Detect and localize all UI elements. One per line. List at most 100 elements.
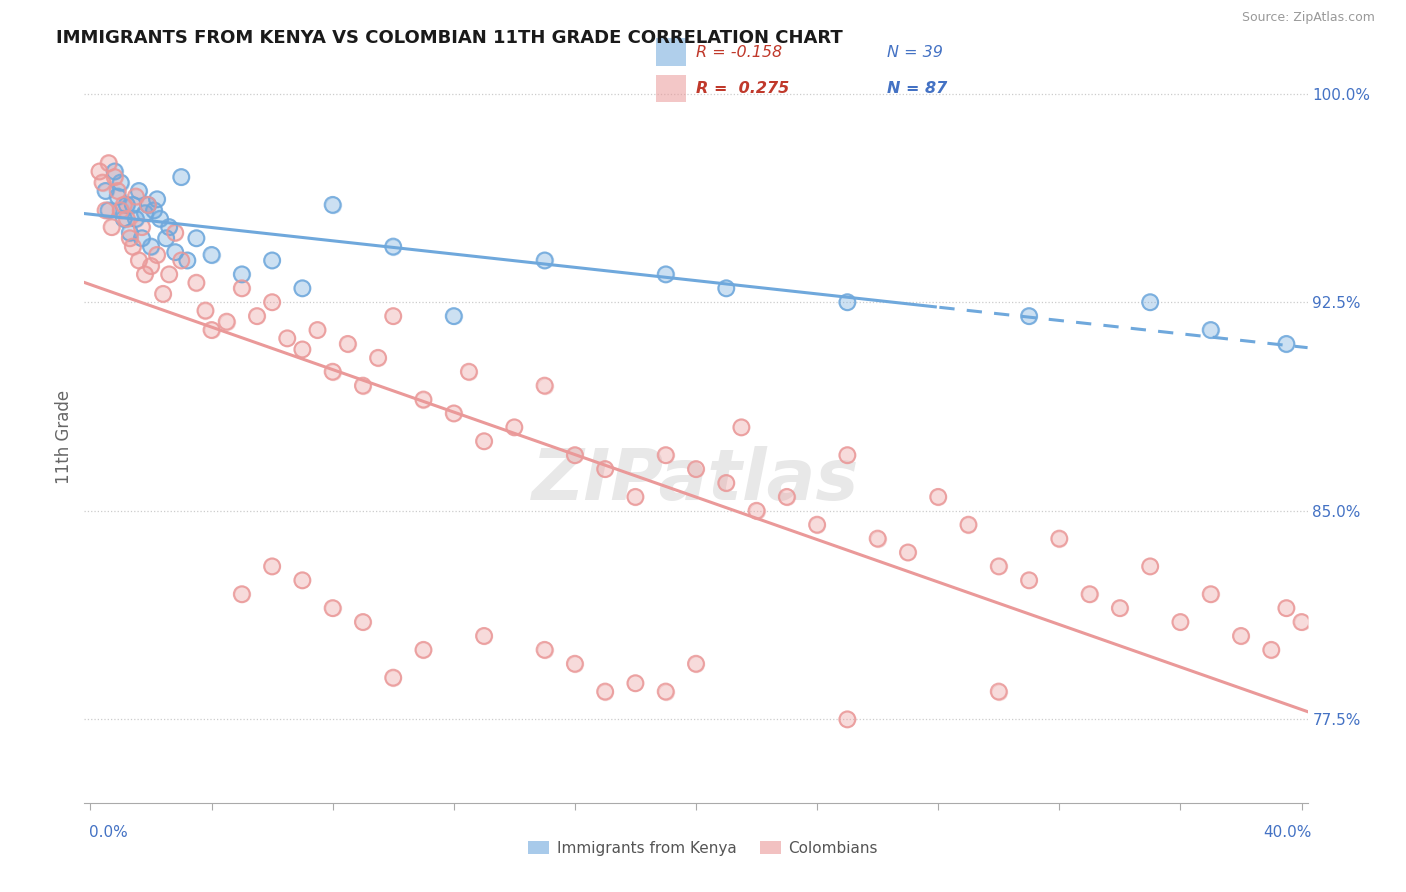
Point [1199, 323, 1222, 337]
Point [131, 231, 153, 245]
Point [291, 281, 314, 295]
Point [291, 343, 314, 357]
Point [654, 684, 676, 698]
Point [472, 629, 495, 643]
Point [1047, 532, 1070, 546]
Point [837, 712, 859, 726]
Point [307, 323, 329, 337]
Text: R = -0.158: R = -0.158 [696, 45, 782, 60]
Text: ZIPatlas: ZIPatlas [533, 447, 859, 516]
Point [806, 517, 828, 532]
Point [262, 253, 284, 268]
Point [382, 239, 405, 253]
Point [412, 643, 434, 657]
Point [897, 545, 920, 559]
Point [121, 198, 143, 212]
Point [146, 248, 169, 262]
Y-axis label: 11th Grade: 11th Grade [55, 390, 73, 484]
Point [262, 559, 284, 574]
Point [564, 448, 586, 462]
Point [186, 276, 208, 290]
Point [118, 231, 141, 245]
Point [837, 712, 859, 726]
Point [200, 323, 222, 337]
Point [503, 420, 526, 434]
Point [412, 392, 434, 407]
Point [837, 295, 859, 310]
Point [125, 189, 148, 203]
Point [927, 490, 949, 504]
Point [716, 475, 738, 490]
Point [136, 198, 159, 212]
Point [134, 268, 156, 282]
Point [215, 315, 238, 329]
Point [593, 462, 616, 476]
Text: R =  0.275: R = 0.275 [696, 81, 789, 96]
Point [200, 248, 222, 262]
Legend: Immigrants from Kenya, Colombians: Immigrants from Kenya, Colombians [522, 835, 884, 862]
Point [134, 206, 156, 220]
Point [745, 504, 768, 518]
Point [276, 331, 298, 345]
Point [806, 517, 828, 532]
Point [533, 643, 555, 657]
Point [155, 231, 177, 245]
Point [134, 206, 156, 220]
Point [1291, 615, 1313, 629]
Point [246, 309, 269, 323]
Point [146, 192, 169, 206]
Point [131, 220, 153, 235]
Point [654, 268, 676, 282]
Point [100, 220, 122, 235]
Point [262, 295, 284, 310]
Point [131, 231, 153, 245]
Point [118, 226, 141, 240]
Point [987, 559, 1010, 574]
Point [231, 268, 253, 282]
Point [186, 231, 208, 245]
Point [107, 189, 129, 203]
Point [307, 323, 329, 337]
Point [1199, 323, 1222, 337]
Point [231, 587, 253, 601]
Point [1139, 295, 1161, 310]
Point [866, 532, 889, 546]
Point [1291, 615, 1313, 629]
Point [837, 448, 859, 462]
Point [200, 323, 222, 337]
Point [94, 203, 117, 218]
Point [157, 268, 180, 282]
Point [685, 657, 707, 671]
Point [564, 657, 586, 671]
Point [336, 337, 359, 351]
Point [107, 189, 129, 203]
Point [146, 248, 169, 262]
Point [624, 490, 647, 504]
Point [730, 420, 752, 434]
Point [94, 184, 117, 198]
Point [1078, 587, 1101, 601]
Point [125, 211, 148, 226]
Text: N = 39: N = 39 [887, 45, 943, 60]
Point [1230, 629, 1253, 643]
Point [322, 601, 344, 615]
Point [382, 671, 405, 685]
Point [1275, 337, 1298, 351]
Point [291, 343, 314, 357]
Point [165, 245, 187, 260]
Point [457, 365, 479, 379]
Point [685, 657, 707, 671]
Point [352, 378, 374, 392]
Point [176, 253, 198, 268]
Point [352, 615, 374, 629]
Point [262, 295, 284, 310]
Point [91, 176, 114, 190]
Point [125, 189, 148, 203]
Point [186, 231, 208, 245]
Text: IMMIGRANTS FROM KENYA VS COLOMBIAN 11TH GRADE CORRELATION CHART: IMMIGRANTS FROM KENYA VS COLOMBIAN 11TH … [56, 29, 844, 46]
Point [155, 231, 177, 245]
Point [1139, 559, 1161, 574]
Point [165, 226, 187, 240]
Point [624, 676, 647, 690]
Point [100, 220, 122, 235]
